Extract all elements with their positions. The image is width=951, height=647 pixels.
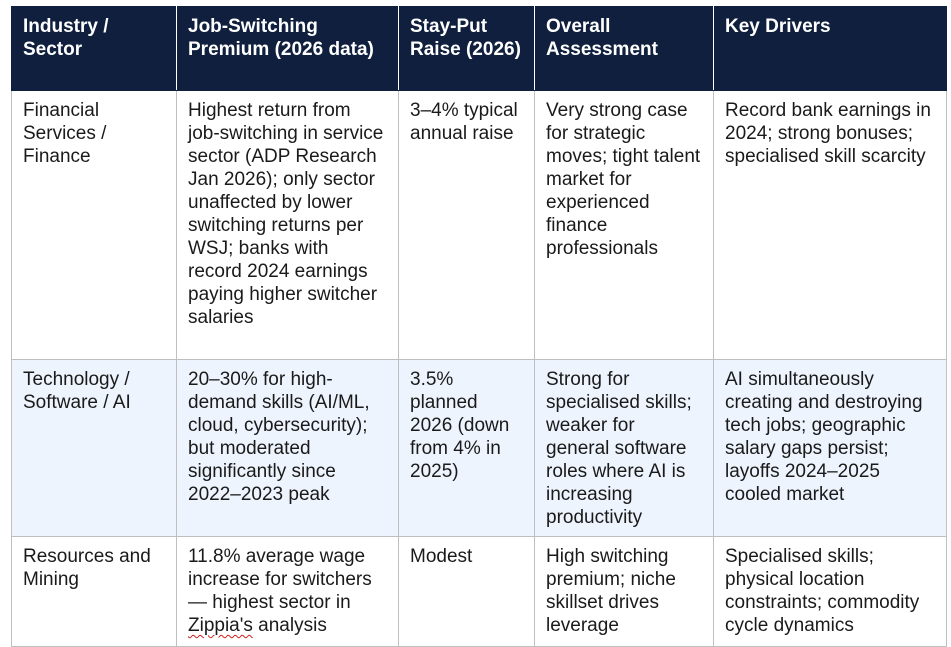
table-row: Technology / Software / AI 20–30% for hi… xyxy=(11,359,947,537)
header-stay-put-raise: Stay-Put Raise (2026) xyxy=(398,6,535,91)
cell-industry: Financial Services / Finance xyxy=(11,90,177,360)
cell-key-drivers: Specialised skills; physical location co… xyxy=(713,536,947,647)
comparison-table-container: Industry / Sector Job-Switching Premium … xyxy=(11,6,947,647)
industry-comparison-table: Industry / Sector Job-Switching Premium … xyxy=(11,6,947,647)
table-row: Financial Services / Finance Highest ret… xyxy=(11,90,947,360)
header-key-drivers: Key Drivers xyxy=(713,6,947,91)
cell-industry: Technology / Software / AI xyxy=(11,359,177,537)
cell-overall-assessment: High switching premium; niche skillset d… xyxy=(534,536,714,647)
cell-job-switching-premium: Highest return from job-switching in ser… xyxy=(176,90,399,360)
header-industry-sector: Industry / Sector xyxy=(11,6,177,91)
cell-stay-put-raise: 3.5% planned 2026 (down from 4% in 2025) xyxy=(398,359,535,537)
cell-job-switching-premium: 20–30% for high-demand skills (AI/ML, cl… xyxy=(176,359,399,537)
spellcheck-underline: Zippia's xyxy=(188,615,253,636)
cell-stay-put-raise: 3–4% typical annual raise xyxy=(398,90,535,360)
cell-job-switching-premium: 11.8% average wage increase for switcher… xyxy=(176,536,399,647)
table-row: Resources and Mining 11.8% average wage … xyxy=(11,536,947,647)
cell-industry: Resources and Mining xyxy=(11,536,177,647)
header-overall-assessment: Overall Assessment xyxy=(534,6,714,91)
table-header-row: Industry / Sector Job-Switching Premium … xyxy=(11,6,947,91)
header-job-switching-premium: Job-Switching Premium (2026 data) xyxy=(176,6,399,91)
cell-overall-assessment: Strong for specialised skills; weaker fo… xyxy=(534,359,714,537)
cell-stay-put-raise: Modest xyxy=(398,536,535,647)
cell-overall-assessment: Very strong case for strategic moves; ti… xyxy=(534,90,714,360)
cell-key-drivers: Record bank earnings in 2024; strong bon… xyxy=(713,90,947,360)
cell-key-drivers: AI simultaneously creating and destroyin… xyxy=(713,359,947,537)
